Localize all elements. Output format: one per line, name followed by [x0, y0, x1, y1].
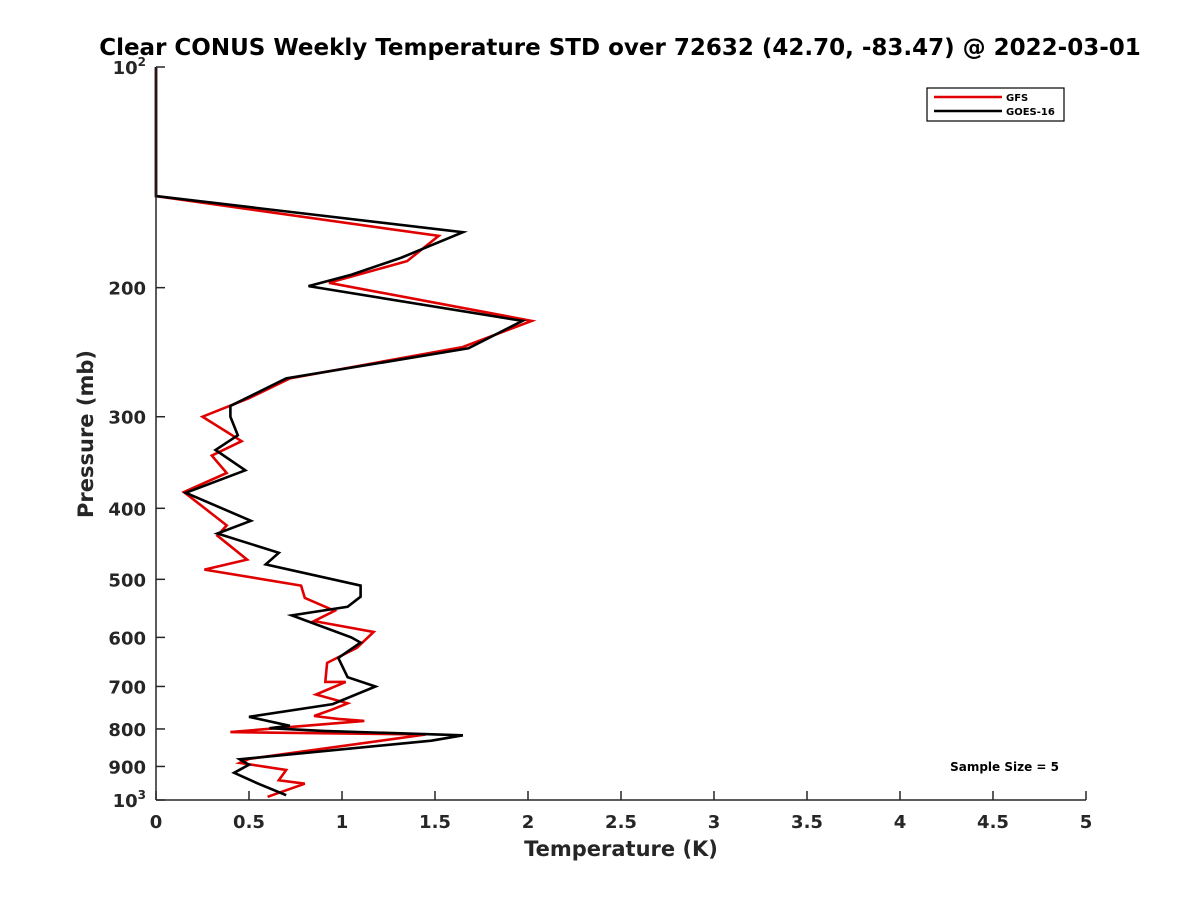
y-tick-label: 200	[108, 279, 146, 300]
y-tick-label: 800	[108, 720, 146, 741]
legend-box	[926, 87, 1065, 122]
x-tick-label: 3	[708, 812, 721, 833]
y-ticks: 102 200 300 400 500 600 700 800 900 103	[108, 55, 165, 812]
series-layer	[154, 67, 537, 799]
legend: GFS GOES-16	[926, 87, 1065, 122]
x-tick-label: 4.5	[977, 812, 1009, 833]
x-tick-label: 4	[894, 812, 907, 833]
sample-size-note: Sample Size = 5	[950, 760, 1059, 774]
x-tick-label: 1.5	[419, 812, 451, 833]
x-tick-label: 5	[1080, 812, 1093, 833]
y-tick-label: 900	[108, 757, 146, 778]
x-tick-label: 0	[150, 812, 163, 833]
x-tick-label: 2.5	[605, 812, 637, 833]
y-tick-label: 500	[108, 570, 146, 591]
y-tick-label: 400	[108, 499, 146, 520]
series-line-gfs	[154, 67, 537, 799]
legend-label-gfs: GFS	[1006, 93, 1028, 104]
x-tick-label: 0.5	[233, 812, 265, 833]
y-tick-label: 103	[113, 788, 146, 812]
legend-label-goes16: GOES-16	[1006, 107, 1055, 118]
x-tick-label: 2	[522, 812, 535, 833]
x-tick-label: 3.5	[791, 812, 823, 833]
y-tick-label: 300	[108, 408, 146, 429]
x-ticks: 0 0.5 1 1.5 2 2.5 3 3.5 4 4.5 5	[150, 791, 1093, 833]
chart-title: Clear CONUS Weekly Temperature STD over …	[99, 35, 1141, 61]
y-tick-label: 600	[108, 628, 146, 649]
y-tick-label: 102	[113, 55, 146, 79]
series-line-goes16	[154, 67, 527, 797]
plot-area: 0 0.5 1 1.5 2 2.5 3 3.5 4 4.5 5 102 200 300 400 500 600…	[108, 55, 1092, 833]
y-axis-label: Pressure (mb)	[74, 350, 98, 518]
y-tick-label: 700	[108, 677, 146, 698]
x-axis-label: Temperature (K)	[524, 837, 718, 861]
x-tick-label: 1	[336, 812, 349, 833]
